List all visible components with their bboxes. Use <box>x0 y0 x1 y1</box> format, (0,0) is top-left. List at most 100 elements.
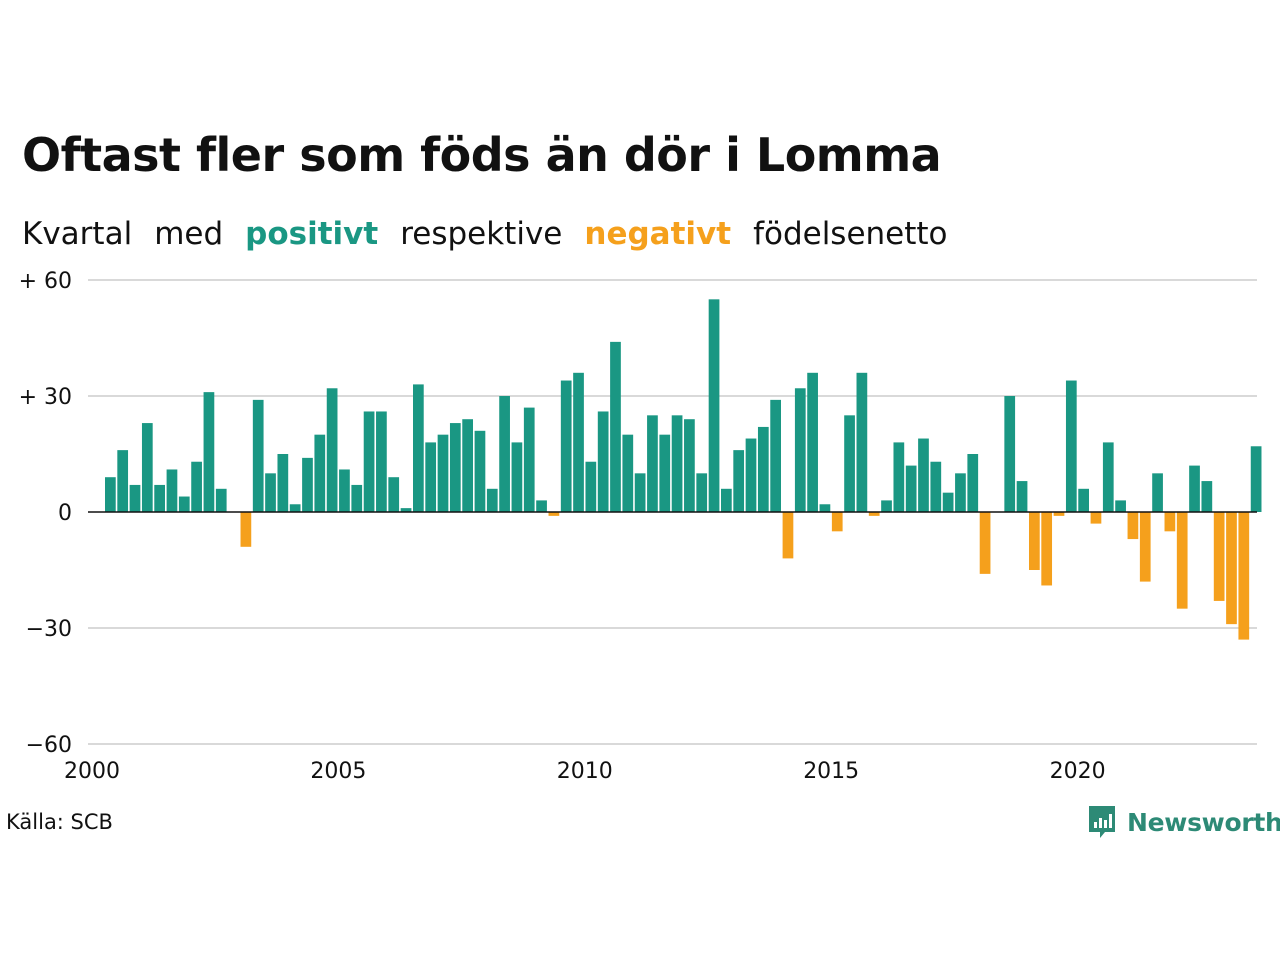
bar <box>339 469 350 512</box>
bar <box>240 512 252 547</box>
x-tick-label: 2010 <box>557 759 613 784</box>
bar <box>154 484 165 512</box>
x-tick-label: 2015 <box>803 759 859 784</box>
bar <box>1189 465 1200 512</box>
bar <box>388 477 400 512</box>
bar <box>191 461 202 512</box>
bar <box>745 438 757 512</box>
bar <box>252 399 264 512</box>
bar <box>326 388 338 512</box>
bar <box>1213 512 1225 601</box>
bar <box>967 454 979 512</box>
y-tick-label: 0 <box>58 501 72 526</box>
x-tick-label: 2005 <box>310 759 366 784</box>
bar <box>1004 396 1016 512</box>
bar <box>807 372 818 512</box>
bar <box>1139 512 1151 582</box>
bar <box>782 512 794 559</box>
bar <box>831 512 843 532</box>
bar <box>1016 481 1028 512</box>
bar <box>462 419 473 512</box>
bar <box>610 341 621 512</box>
bar <box>733 450 745 512</box>
subtitle-part-2: med <box>154 216 224 252</box>
chart-subtitle: Kvartal med positivt respektive negativt föde… <box>22 216 970 252</box>
bar <box>474 430 486 512</box>
bar <box>979 512 991 574</box>
bar <box>277 454 289 512</box>
bar <box>708 299 720 512</box>
subtitle-negative-label: negativt <box>584 216 732 252</box>
bar <box>166 469 178 512</box>
bar <box>893 442 905 512</box>
bar <box>930 461 942 512</box>
bar <box>178 496 190 512</box>
bar <box>117 450 129 512</box>
bar <box>289 504 301 512</box>
bar <box>141 423 153 512</box>
bar <box>573 372 584 512</box>
bar <box>671 415 683 512</box>
subtitle-part-4: födelsenetto <box>753 216 948 252</box>
bar <box>1201 481 1213 512</box>
bar <box>1164 512 1176 532</box>
bar <box>597 411 609 512</box>
bar <box>376 411 387 512</box>
bar <box>215 488 227 512</box>
bar <box>363 411 375 512</box>
x-tick-label: 2020 <box>1050 759 1106 784</box>
bar <box>1127 512 1139 540</box>
bar <box>1176 512 1188 609</box>
subtitle-part-1: Kvartal <box>22 216 133 252</box>
bar <box>1250 446 1262 512</box>
bar <box>794 388 806 512</box>
bar <box>918 438 929 512</box>
bar <box>684 419 695 512</box>
y-tick-label: −60 <box>26 733 72 758</box>
bar <box>844 415 855 512</box>
bar <box>449 423 461 512</box>
bar <box>523 407 535 512</box>
bar <box>351 484 363 512</box>
bar <box>1041 512 1053 586</box>
bar <box>548 512 560 516</box>
bar <box>1115 500 1126 512</box>
bar <box>585 461 597 512</box>
bar <box>1065 380 1077 512</box>
brand-name: Newsworthy <box>1127 807 1280 837</box>
bar <box>560 380 572 512</box>
bar <box>1102 442 1114 512</box>
bar <box>770 399 781 512</box>
bar <box>425 442 437 512</box>
bar <box>486 488 498 512</box>
bar <box>757 426 769 512</box>
y-tick-label: + 30 <box>19 385 72 410</box>
chart-title: Oftast fler som föds än dör i Lomma <box>22 128 942 182</box>
bar <box>696 473 708 512</box>
bar <box>1053 512 1065 516</box>
bar <box>511 442 523 512</box>
bar <box>1238 512 1250 640</box>
source-note: Källa: SCB <box>6 810 113 834</box>
bar <box>622 434 634 512</box>
newsworthy-logo: Newsworthy <box>1087 804 1280 840</box>
bar <box>302 457 313 512</box>
bar <box>819 504 831 512</box>
bar <box>721 488 732 512</box>
bar <box>955 473 966 512</box>
bar <box>905 465 917 512</box>
bar <box>1078 488 1089 512</box>
bar <box>856 372 868 512</box>
bar <box>647 415 658 512</box>
bar <box>437 434 449 512</box>
bar <box>314 434 326 512</box>
bar <box>1152 473 1163 512</box>
bar <box>942 492 954 512</box>
subtitle-positive-label: positivt <box>245 216 379 252</box>
bar <box>868 512 880 516</box>
bar <box>400 508 412 512</box>
bar <box>634 473 646 512</box>
bar <box>265 473 276 512</box>
x-tick-label: 2000 <box>64 759 120 784</box>
